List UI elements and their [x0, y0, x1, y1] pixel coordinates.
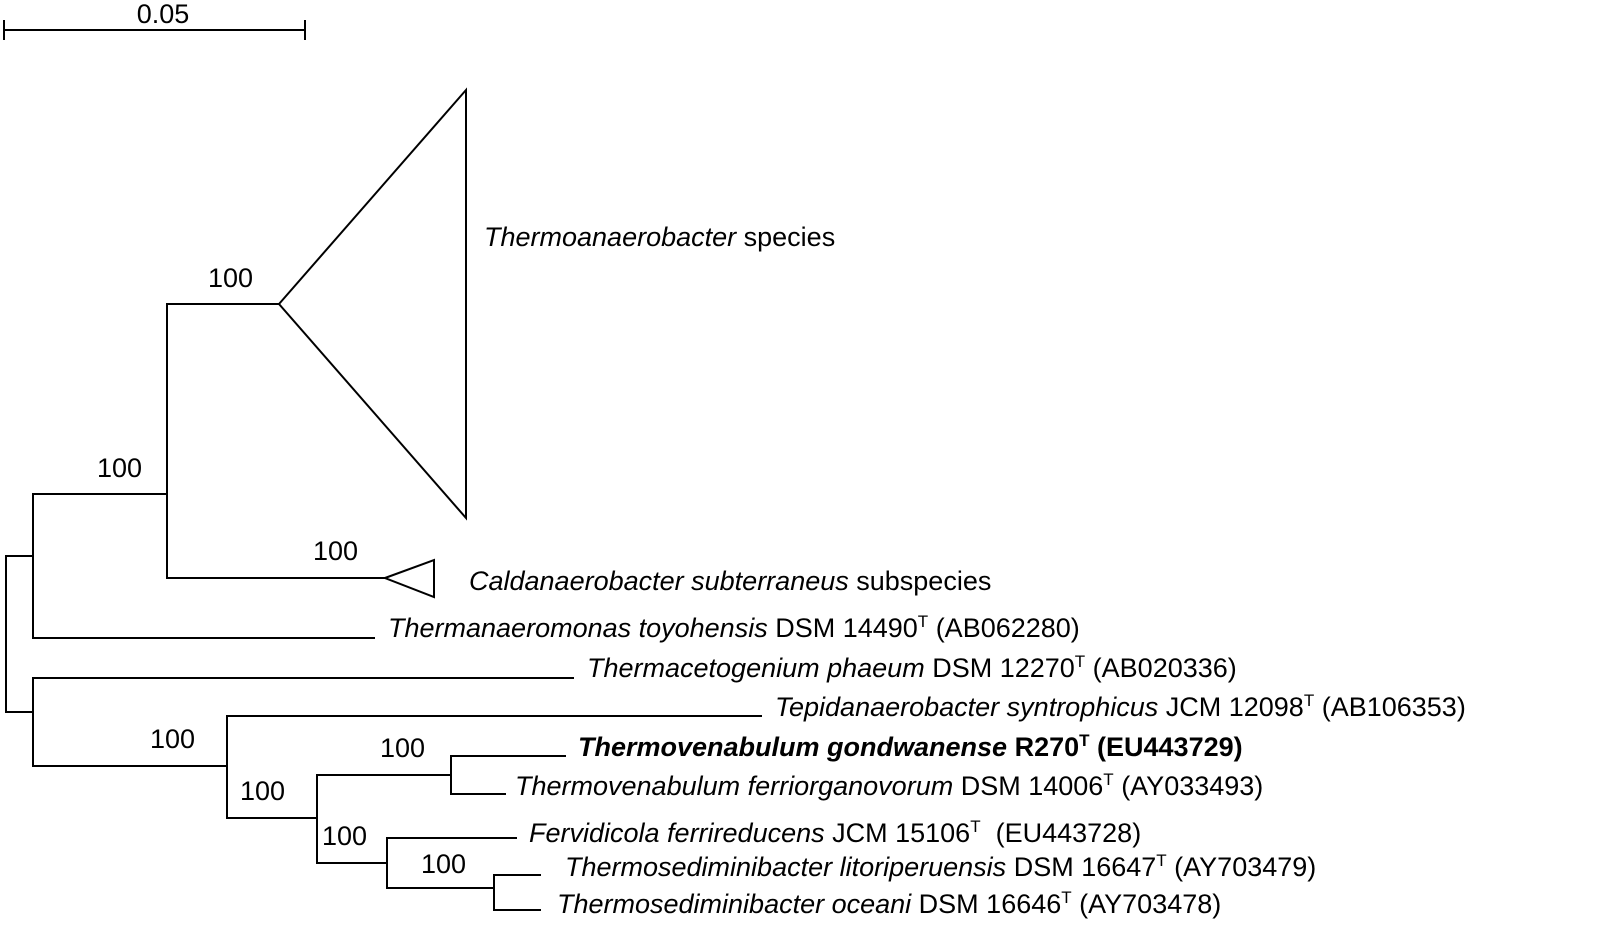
taxon-caldanaerobacter: Caldanaerobacter subterraneus subspecies [469, 566, 991, 596]
bootstrap-tepidanaerobacter-group: 100 [150, 724, 195, 754]
bootstrap-values: 100 100 100 100 100 100 100 100 [97, 263, 466, 879]
bootstrap-fervidicola-group: 100 [322, 821, 367, 851]
caldanaerobacter-collapsed-clade [382, 558, 435, 599]
taxon-thermovenabulum-ferriorganovorum: Thermovenabulum ferriorganovorum DSM 140… [515, 770, 1263, 801]
taxon-thermosediminibacter-litoriperuensis: Thermosediminibacter litoriperuensis DSM… [565, 851, 1316, 882]
taxon-thermanaeromonas: Thermanaeromonas toyohensis DSM 14490T (… [388, 612, 1080, 643]
bootstrap-thermoanaerobacter: 100 [208, 263, 253, 293]
bootstrap-thermosediminibacter-pair: 100 [421, 849, 466, 879]
bootstrap-caldanaerobacter: 100 [313, 536, 358, 566]
taxon-thermovenabulum-gondwanense: Thermovenabulum gondwanense R270T (EU443… [578, 731, 1243, 762]
taxon-thermacetogenium: Thermacetogenium phaeum DSM 12270T (AB02… [587, 652, 1237, 683]
bootstrap-thermovenabulum-pair: 100 [380, 733, 425, 763]
scale-bar-label: 0.05 [137, 0, 190, 29]
tree-branches [5, 87, 762, 911]
taxon-fervidicola: Fervidicola ferrireducens JCM 15106T (EU… [529, 817, 1141, 848]
bootstrap-thermovenabulum-group: 100 [240, 776, 285, 806]
thermoanaerobacter-collapsed-clade [277, 87, 467, 521]
scale-bar: 0.05 [3, 0, 306, 40]
taxon-thermoanaerobacter: Thermoanaerobacter species [484, 222, 835, 252]
taxon-labels: Thermoanaerobacter species Caldanaerobac… [388, 222, 1466, 919]
bootstrap-upper-clade: 100 [97, 453, 142, 483]
taxon-thermosediminibacter-oceani: Thermosediminibacter oceani DSM 16646T (… [557, 888, 1221, 919]
taxon-tepidanaerobacter: Tepidanaerobacter syntrophicus JCM 12098… [775, 691, 1466, 722]
